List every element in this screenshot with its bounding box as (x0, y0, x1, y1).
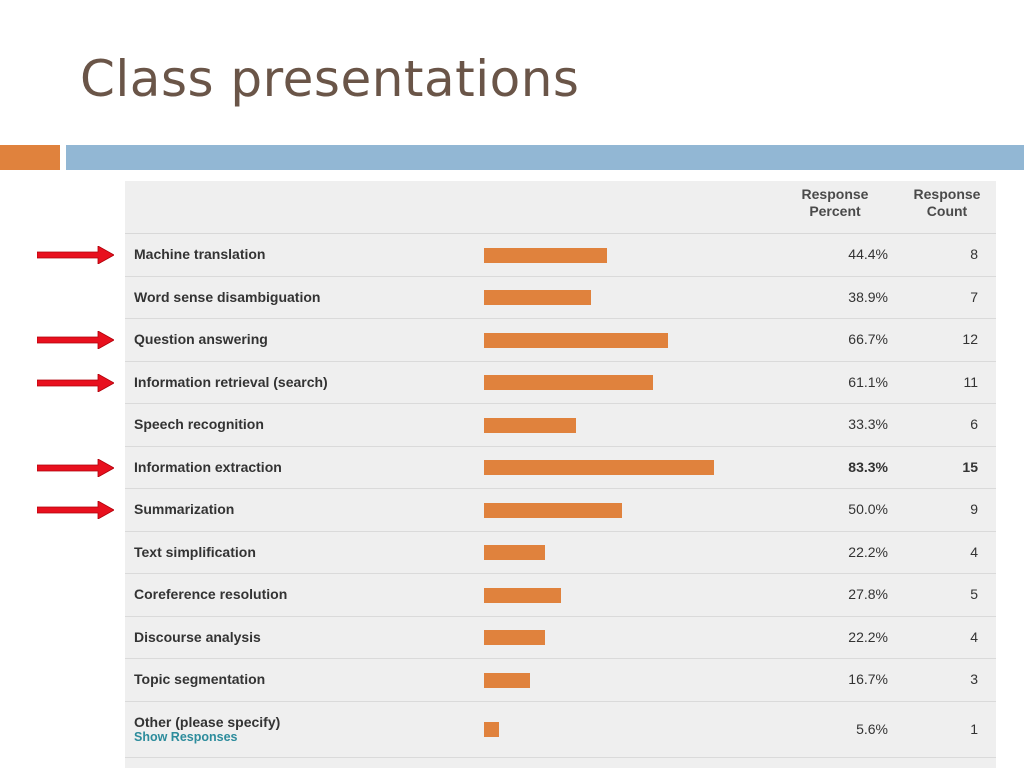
table-header: Response Percent Response Count (125, 181, 996, 234)
response-count: 1 (970, 720, 978, 737)
red-arrow-icon (37, 246, 114, 265)
red-arrow-icon (37, 331, 114, 350)
response-bar (484, 332, 669, 348)
red-arrow-icon (37, 458, 114, 477)
row-label: Topic segmentation (134, 671, 266, 688)
response-percent: 44.4% (848, 246, 888, 263)
response-count: 4 (970, 628, 978, 645)
response-percent: 61.1% (848, 373, 888, 390)
response-percent: 50.0% (848, 501, 888, 518)
response-percent: 66.7% (848, 331, 888, 348)
response-percent: 22.2% (848, 543, 888, 560)
row-label: Information extraction (134, 458, 282, 475)
row-label: Word sense disambiguation (134, 288, 321, 305)
response-percent: 5.6% (856, 720, 888, 737)
table-row: Topic segmentation 16.7% 3 (125, 659, 996, 702)
table-row: Speech recognition 33.3% 6 (125, 404, 996, 447)
response-percent: 16.7% (848, 671, 888, 688)
response-bar (484, 502, 622, 518)
red-arrow-icon (37, 373, 114, 392)
survey-results-table: Response Percent Response Count Machine … (125, 181, 996, 768)
response-bar (484, 545, 546, 561)
row-label: Information retrieval (search) (134, 373, 328, 390)
table-row: Discourse analysis 22.2% 4 (125, 617, 996, 659)
show-responses-link[interactable]: Show Responses (134, 729, 238, 744)
response-bar (484, 587, 561, 603)
response-count: 3 (970, 671, 978, 688)
response-percent: 83.3% (848, 458, 888, 475)
accent-bar-blue (66, 145, 1024, 170)
response-count: 6 (970, 416, 978, 433)
response-count: 9 (970, 501, 978, 518)
response-count: 7 (970, 288, 978, 305)
response-count: 15 (962, 458, 978, 475)
column-header-response-percent: Response Percent (801, 186, 869, 219)
response-bar (484, 630, 546, 646)
response-percent: 38.9% (848, 288, 888, 305)
response-bar (484, 672, 531, 688)
row-label: Text simplification (134, 543, 256, 560)
red-arrow-icon (37, 501, 114, 520)
row-label: Speech recognition (134, 416, 264, 433)
response-percent: 27.8% (848, 586, 888, 603)
response-bar (484, 375, 653, 391)
column-header-response-count: Response Count (913, 186, 981, 219)
row-label: Discourse analysis (134, 628, 261, 645)
response-count: 5 (970, 586, 978, 603)
row-label: Other (please specify) (134, 713, 281, 730)
response-count: 11 (963, 373, 978, 390)
row-label: Coreference resolution (134, 586, 288, 603)
response-bar (484, 290, 592, 306)
accent-bar-orange (0, 145, 60, 170)
response-bar (484, 460, 714, 476)
table-row: Other (please specify) Show Responses 5.6%… (125, 702, 996, 758)
response-bar (484, 247, 607, 263)
row-label: Summarization (134, 501, 235, 518)
table-row: Word sense disambiguation 38.9% 7 (125, 277, 996, 319)
row-label: Question answering (134, 331, 268, 348)
response-bar (484, 417, 576, 433)
table-row: Summarization 50.0% 9 (125, 489, 996, 532)
table-row: Information retrieval (search) 61.1% 11 (125, 362, 996, 404)
response-count: 4 (970, 543, 978, 560)
row-label: Machine translation (134, 246, 266, 263)
response-bar (484, 722, 500, 737)
table-row: Coreference resolution 27.8% 5 (125, 574, 996, 617)
response-count: 8 (970, 246, 978, 263)
table-row: Information extraction 83.3% 15 (125, 447, 996, 489)
table-row: Text simplification 22.2% 4 (125, 532, 996, 574)
response-count: 12 (962, 331, 978, 348)
table-row: Question answering 66.7% 12 (125, 319, 996, 362)
response-percent: 33.3% (848, 416, 888, 433)
table-row: Machine translation 44.4% 8 (125, 234, 996, 277)
slide-title: Class presentations (80, 50, 580, 108)
response-percent: 22.2% (848, 628, 888, 645)
